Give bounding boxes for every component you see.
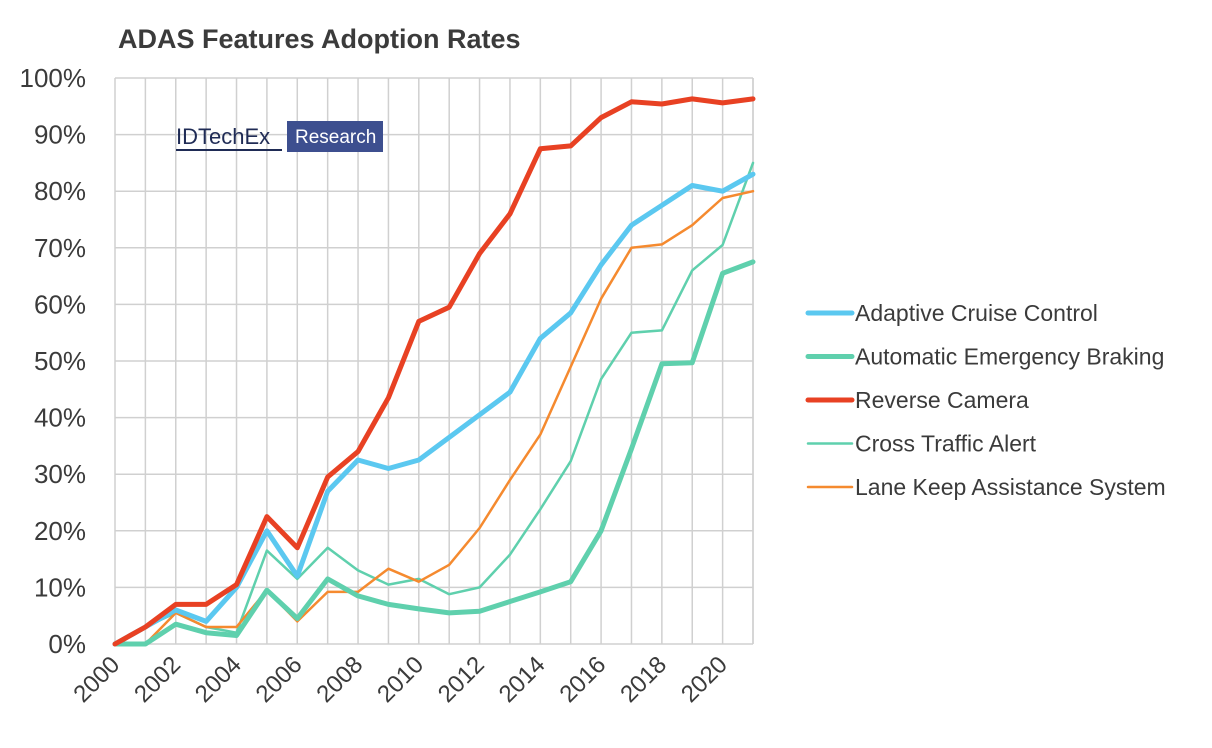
legend-label: Automatic Emergency Braking bbox=[855, 344, 1164, 370]
x-tick-label: 2018 bbox=[615, 651, 672, 708]
y-tick-label: 20% bbox=[34, 516, 86, 546]
y-tick-label: 40% bbox=[34, 403, 86, 433]
x-tick-label: 2006 bbox=[251, 651, 308, 708]
y-axis-ticks: 0% 10% 20% 30% 40% 50% 60% 70% 80% 90% 100% bbox=[20, 63, 87, 659]
series-line-4 bbox=[113, 189, 755, 646]
logo-research-text: Research bbox=[295, 127, 376, 148]
y-tick-label: 50% bbox=[34, 346, 86, 376]
x-tick-label: 2014 bbox=[494, 651, 551, 708]
x-tick-label: 2002 bbox=[129, 651, 186, 708]
series-line-3 bbox=[113, 161, 755, 646]
legend-item: Automatic Emergency Braking bbox=[805, 344, 1164, 370]
series-line-0 bbox=[112, 171, 756, 647]
legend-label: Reverse Camera bbox=[855, 387, 1029, 413]
series-lines bbox=[112, 96, 756, 647]
x-tick-label: 2008 bbox=[311, 651, 368, 708]
logo-research-box bbox=[287, 121, 383, 152]
x-tick-label: 2020 bbox=[676, 651, 733, 708]
grid-lines bbox=[114, 77, 754, 645]
legend-item: Reverse Camera bbox=[805, 387, 1029, 413]
legend-item: Lane Keep Assistance System bbox=[806, 474, 1166, 500]
legend-item: Cross Traffic Alert bbox=[806, 431, 1037, 457]
series-line-1 bbox=[112, 259, 756, 647]
y-tick-label: 10% bbox=[34, 572, 86, 602]
y-tick-label: 90% bbox=[34, 120, 86, 150]
idtechex-logo: IDTechEx Research bbox=[176, 121, 383, 152]
legend-label: Lane Keep Assistance System bbox=[855, 474, 1166, 500]
y-tick-label: 80% bbox=[34, 176, 86, 206]
x-tick-label: 2012 bbox=[433, 651, 490, 708]
x-axis-ticks: 2000 2002 2004 2006 2008 2010 2012 2014 2016 2018… bbox=[68, 651, 732, 708]
y-tick-label: 0% bbox=[48, 629, 86, 659]
x-tick-label: 2000 bbox=[68, 651, 125, 708]
legend-label: Adaptive Cruise Control bbox=[855, 300, 1098, 326]
legend-label: Cross Traffic Alert bbox=[855, 431, 1037, 457]
y-tick-label: 100% bbox=[20, 63, 87, 93]
legend: Adaptive Cruise Control Automatic Emergen… bbox=[805, 300, 1166, 500]
chart-title: ADAS Features Adoption Rates bbox=[118, 24, 521, 54]
x-tick-label: 2010 bbox=[372, 651, 429, 708]
y-tick-label: 60% bbox=[34, 289, 86, 319]
x-tick-label: 2004 bbox=[190, 651, 247, 708]
legend-item: Adaptive Cruise Control bbox=[805, 300, 1098, 326]
logo-idtechex-text: IDTechEx bbox=[176, 124, 270, 149]
series-line-2 bbox=[112, 96, 756, 647]
y-tick-label: 30% bbox=[34, 459, 86, 489]
x-tick-label: 2016 bbox=[554, 651, 611, 708]
y-tick-label: 70% bbox=[34, 233, 86, 263]
